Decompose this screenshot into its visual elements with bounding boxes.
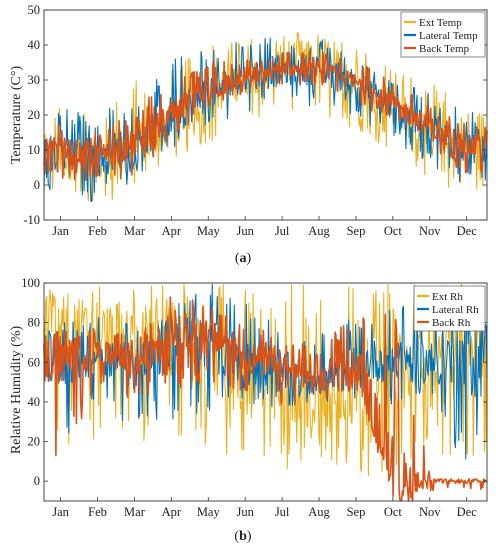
temp-legend-label: Ext Temp — [419, 17, 462, 29]
rh-x-tick-label: Feb — [88, 505, 107, 519]
rh-legend-label: Back Rh — [432, 317, 471, 329]
rh-y-tick-label: 60 — [28, 355, 41, 369]
temp-x-tick-label: Dec — [457, 224, 478, 238]
panel-a-caption: (a) — [235, 251, 252, 266]
rh-y-tick-label: 80 — [28, 316, 41, 330]
rh-legend-label: Lateral Rh — [432, 304, 479, 316]
rh-x-tick-label: Nov — [419, 505, 441, 519]
temp-y-tick-label: 10 — [28, 143, 41, 157]
temp-x-tick-label: Sep — [347, 224, 366, 238]
temp-legend-label: Back Temp — [419, 43, 470, 55]
rh-y-tick-label: 0 — [34, 474, 40, 488]
temp-series-3-line — [43, 51, 488, 181]
temp-x-tick-label: Jan — [52, 224, 69, 238]
temp-y-tick-label: 40 — [28, 38, 41, 52]
temperature-x-ticks: Jan Feb Mar Apr May Jun Jul Aug Sep Oct Nov Dec — [52, 216, 477, 238]
rh-x-tick-label: Jul — [275, 505, 290, 519]
rh-y-tick-label: 100 — [21, 276, 40, 290]
rh-legend-label: Ext Rh — [432, 291, 463, 303]
humidity-axes-frame — [43, 282, 488, 502]
temp-series-2-line — [43, 37, 488, 203]
rh-x-tick-label: Oct — [384, 505, 403, 519]
rh-y-tick-label: 20 — [28, 435, 41, 449]
temperature-panel: -10 0 10 20 30 40 50 Jan Feb Mar Apr May Jun Jul Aug S… — [9, 3, 488, 266]
temp-x-tick-label: Oct — [384, 224, 403, 238]
rh-x-tick-label: Mar — [124, 505, 146, 519]
temp-x-tick-label: Feb — [88, 224, 107, 238]
rh-x-tick-label: Aug — [308, 505, 330, 519]
rh-x-tick-label: Apr — [162, 505, 182, 519]
humidity-series-group — [43, 283, 488, 502]
rh-x-tick-label: Sep — [347, 505, 366, 519]
humidity-x-ticks: Jan Feb Mar Apr May Jun Jul Aug Sep Oct Nov Dec — [52, 497, 477, 519]
temp-x-tick-label: Aug — [308, 224, 330, 238]
temperature-series-group — [43, 31, 488, 203]
panel-b-caption: (b) — [234, 529, 251, 544]
temp-y-tick-label: -10 — [23, 213, 40, 227]
temperature-y-ticks: -10 0 10 20 30 40 50 — [23, 3, 487, 227]
temp-x-tick-label: Mar — [124, 224, 146, 238]
rh-x-tick-label: May — [197, 505, 221, 519]
temperature-y-axis-label: Temperature (C°) — [9, 66, 24, 165]
humidity-y-ticks: 0 20 40 60 80 100 — [21, 276, 487, 488]
temp-x-tick-label: Jun — [237, 224, 255, 238]
rh-x-tick-label: Dec — [457, 505, 478, 519]
rh-y-tick-label: 40 — [28, 395, 41, 409]
humidity-y-axis-label: Relative Humidity (%) — [9, 326, 24, 455]
temp-y-tick-label: 0 — [34, 178, 40, 192]
temp-x-tick-label: Jul — [275, 224, 290, 238]
humidity-panel: 0 20 40 60 80 100 Jan Feb Mar Apr May Jun Jul Aug Sep… — [9, 276, 488, 544]
rh-series-2-line — [43, 283, 488, 460]
rh-series-3-line — [43, 296, 488, 502]
temp-x-tick-label: Nov — [419, 224, 441, 238]
temp-y-tick-label: 20 — [28, 108, 41, 122]
temp-y-tick-label: 30 — [28, 73, 41, 87]
temp-x-tick-label: May — [197, 224, 221, 238]
temp-x-tick-label: Apr — [162, 224, 182, 238]
rh-x-tick-label: Jan — [52, 505, 69, 519]
rh-x-tick-label: Jun — [237, 505, 255, 519]
temp-y-tick-label: 50 — [28, 3, 41, 17]
temp-legend-label: Lateral Temp — [419, 30, 478, 42]
